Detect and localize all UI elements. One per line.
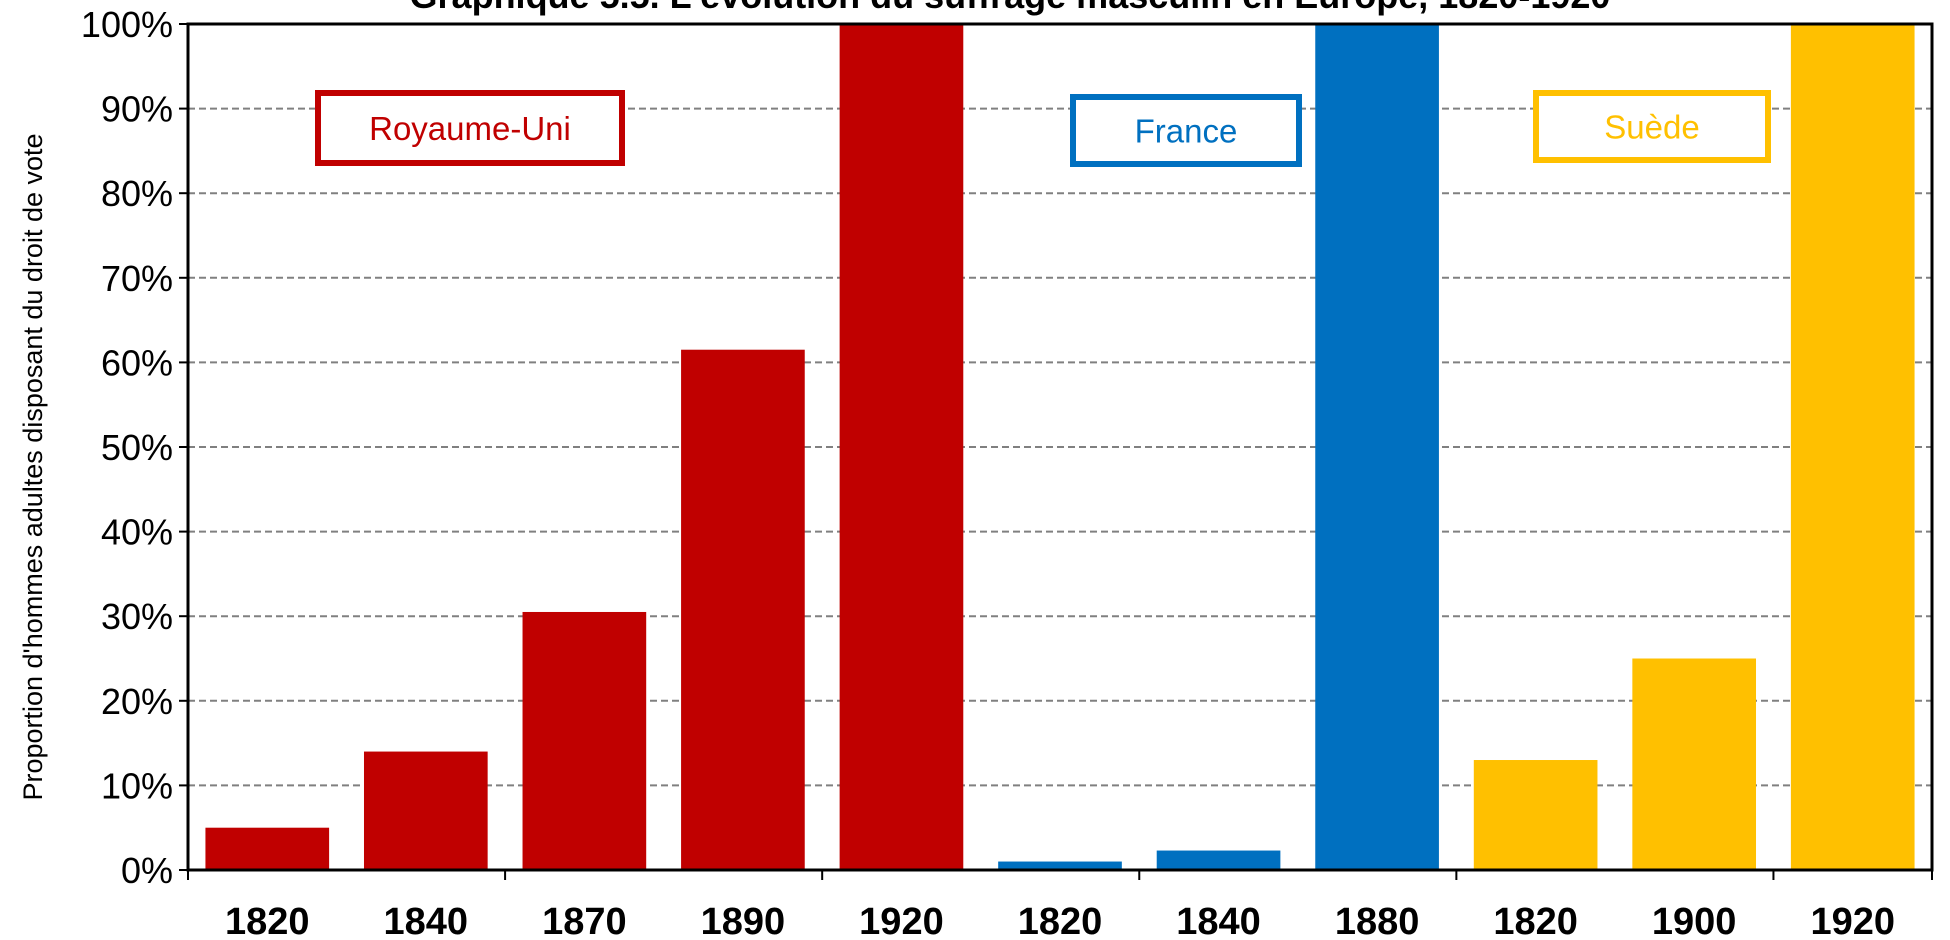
x-tick-label: 1870 — [542, 901, 627, 940]
y-tick-label: 100% — [81, 4, 173, 45]
bar — [522, 611, 647, 870]
chart-title: Graphique 5.5. L'évolution du suffrage m… — [410, 0, 1611, 16]
y-tick-label: 50% — [101, 427, 173, 468]
y-tick-label: 20% — [101, 681, 173, 722]
bar — [363, 751, 488, 870]
series-label-box — [1533, 90, 1771, 163]
x-tick-label: 1890 — [701, 901, 786, 940]
series-label-box — [1070, 94, 1302, 167]
x-tick-label: 1820 — [1493, 901, 1578, 940]
bar — [998, 861, 1122, 870]
series-label: France — [1135, 113, 1238, 150]
y-ticks: 0% 10% 20% 30% 40% 50% 60% 70% 80% 90% 100% — [81, 4, 188, 891]
x-tick-label: 1840 — [384, 901, 469, 940]
x-tick-label: 1880 — [1335, 901, 1420, 940]
x-tick-label: 1820 — [1018, 901, 1103, 940]
x-tick-label: 1820 — [225, 901, 310, 940]
x-tick-label: 1840 — [1176, 901, 1261, 940]
series-label: Royaume-Uni — [369, 110, 571, 147]
x-tick-label: 1900 — [1652, 901, 1737, 940]
y-tick-label: 0% — [121, 850, 173, 891]
y-tick-label: 80% — [101, 173, 173, 214]
y-tick-label: 90% — [101, 89, 173, 130]
y-axis-label: Proportion d'hommes adultes disposant du… — [18, 133, 48, 800]
bar — [1632, 658, 1757, 870]
bar — [205, 827, 330, 870]
x-ticks: 1820 1840 1870 1890 1920 1820 1840 1880 1820 1900… — [187, 870, 1933, 940]
y-tick-label: 40% — [101, 512, 173, 553]
series-labels: Royaume-Uni France Suède — [315, 90, 1771, 167]
x-tick-label: 1920 — [859, 901, 944, 940]
bars — [205, 24, 1915, 871]
y-tick-label: 10% — [101, 765, 173, 806]
bar — [839, 24, 964, 870]
x-tick-label: 1920 — [1810, 901, 1895, 940]
series-label-box — [315, 90, 625, 166]
bar — [1473, 760, 1598, 870]
series-label: Suède — [1604, 109, 1699, 146]
bar — [1156, 850, 1281, 870]
y-tick-label: 60% — [101, 342, 173, 383]
y-tick-label: 30% — [101, 596, 173, 637]
bar — [1790, 24, 1915, 870]
y-tick-label: 70% — [101, 258, 173, 299]
bar — [1315, 24, 1439, 870]
bar — [681, 349, 805, 871]
